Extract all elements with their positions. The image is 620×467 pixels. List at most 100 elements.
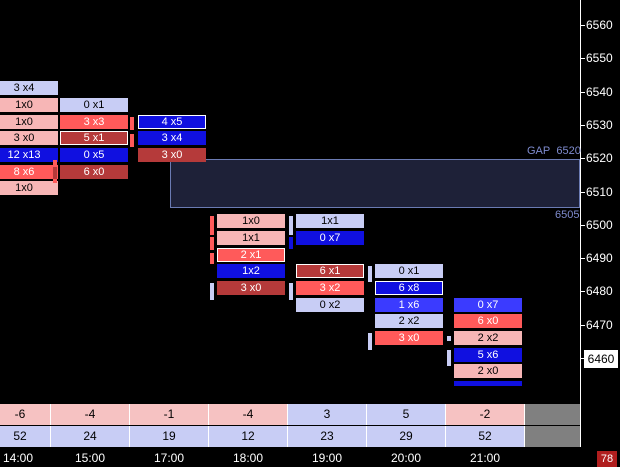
footprint-cell[interactable]: 3 x4 <box>0 81 58 96</box>
footprint-cell[interactable] <box>454 380 522 386</box>
time-label: 17:00 <box>153 451 185 465</box>
footprint-cell[interactable]: 3 x3 <box>60 114 128 129</box>
volume-profile-bar <box>447 350 451 366</box>
price-tick <box>581 158 585 160</box>
volume-profile-bar <box>210 216 214 235</box>
delta-cell: -6 <box>0 404 51 425</box>
footprint-cell[interactable]: 0 x2 <box>296 297 364 312</box>
footprint-cell[interactable]: 3 x0 <box>217 281 285 296</box>
time-label: 18:00 <box>232 451 264 465</box>
price-tick <box>581 291 585 293</box>
volume-cell: 52 <box>0 426 51 447</box>
footprint-cell[interactable]: 8 x6 <box>0 164 58 179</box>
volume-cell: 52 <box>446 426 525 447</box>
footprint-cell[interactable]: 2 x1 <box>217 247 285 262</box>
volume-profile-bar <box>289 237 293 249</box>
footprint-cell[interactable]: 0 x7 <box>454 297 522 312</box>
volume-profile-bar <box>289 216 293 235</box>
time-label: 20:00 <box>390 451 422 465</box>
volume-profile-bar <box>53 167 57 179</box>
price-tick <box>581 358 585 359</box>
volume-profile-bar <box>289 283 293 300</box>
footprint-cell[interactable]: 1x1 <box>296 214 364 229</box>
footprint-cell[interactable]: 1x0 <box>0 181 58 196</box>
footprint-cell[interactable]: 12 x13 <box>0 147 58 162</box>
delta-cell: -4 <box>209 404 288 425</box>
footprint-cell[interactable]: 2 x2 <box>454 331 522 346</box>
empty-cell <box>525 404 580 425</box>
price-tick <box>581 324 585 326</box>
price-tick <box>581 224 585 226</box>
gap-low-label: 6505 <box>555 209 580 221</box>
volume-profile-bar <box>210 253 214 264</box>
volume-profile-bar <box>368 266 372 282</box>
volume-profile-bar <box>368 333 372 350</box>
volume-cell: 23 <box>288 426 367 447</box>
price-tick <box>581 58 585 60</box>
footprint-cell[interactable]: 6 x0 <box>60 164 128 179</box>
footprint-cell[interactable]: 3 x0 <box>0 131 58 146</box>
price-label: 6470 <box>586 317 613 332</box>
footprint-cell[interactable]: 0 x1 <box>375 264 443 279</box>
footprint-cell[interactable]: 1x0 <box>217 214 285 229</box>
footprint-cell[interactable]: 3 x4 <box>138 131 206 146</box>
volume-cell: 24 <box>51 426 130 447</box>
price-tick <box>581 124 585 126</box>
count-badge: 78 <box>597 451 617 467</box>
empty-cell <box>525 426 580 447</box>
price-label: 6550 <box>586 51 613 66</box>
price-tick <box>581 258 585 260</box>
footprint-cell[interactable]: 1x1 <box>217 231 285 246</box>
footprint-cell[interactable]: 6 x0 <box>454 314 522 329</box>
price-label: 6520 <box>586 151 613 166</box>
volume-profile-bar <box>130 134 134 147</box>
footprint-cell[interactable]: 6 x1 <box>296 264 364 279</box>
footprint-cell[interactable]: 0 x5 <box>60 147 128 162</box>
volume-cell: 29 <box>367 426 446 447</box>
volume-profile-bar <box>130 117 134 130</box>
footprint-cell[interactable]: 0 x7 <box>296 231 364 246</box>
footprint-cell[interactable]: 2 x0 <box>454 364 522 379</box>
footprint-cell[interactable]: 1x2 <box>217 264 285 279</box>
footprint-cell[interactable]: 1x0 <box>0 97 58 112</box>
footprint-cell[interactable]: 3 x2 <box>296 281 364 296</box>
price-tick <box>581 191 585 193</box>
price-label: 6510 <box>586 184 613 199</box>
footprint-cell[interactable]: 3 x0 <box>375 331 443 346</box>
footprint-cell[interactable]: 2 x2 <box>375 314 443 329</box>
time-label: 15:00 <box>74 451 106 465</box>
delta-cell: -1 <box>130 404 209 425</box>
price-axis-line <box>580 0 581 447</box>
time-label: 19:00 <box>311 451 343 465</box>
footprint-cell[interactable]: 1 x6 <box>375 297 443 312</box>
footprint-cell[interactable]: 1x0 <box>0 114 58 129</box>
gap-zone <box>170 159 580 208</box>
delta-cell: -2 <box>446 404 525 425</box>
price-label: 6480 <box>586 284 613 299</box>
footprint-cell[interactable]: 6 x8 <box>375 281 443 296</box>
footprint-cell[interactable]: 3 x0 <box>138 147 206 162</box>
footprint-cell[interactable]: 4 x5 <box>138 114 206 129</box>
price-tick <box>581 91 585 93</box>
volume-cell: 12 <box>209 426 288 447</box>
delta-cell: 5 <box>367 404 446 425</box>
gap-label: GAP 6520 <box>527 145 581 157</box>
footprint-cell[interactable]: 5 x6 <box>454 347 522 362</box>
volume-profile-bar <box>210 237 214 250</box>
footprint-cell[interactable]: 0 x1 <box>60 97 128 112</box>
price-label: 6530 <box>586 117 613 132</box>
price-tick <box>581 25 585 26</box>
price-label: 6490 <box>586 251 613 266</box>
time-label: 14:00 <box>2 451 34 465</box>
price-label: 6500 <box>586 217 613 232</box>
price-label: 6560 <box>586 18 613 32</box>
volume-cell: 19 <box>130 426 209 447</box>
volume-profile-bar <box>447 336 451 341</box>
current-price-marker: 6460 <box>584 350 618 368</box>
footprint-cell[interactable]: 5 x1 <box>60 131 128 146</box>
price-label: 6540 <box>586 84 613 99</box>
volume-profile-bar <box>210 283 214 300</box>
delta-cell: 3 <box>288 404 367 425</box>
time-label: 21:00 <box>469 451 501 465</box>
